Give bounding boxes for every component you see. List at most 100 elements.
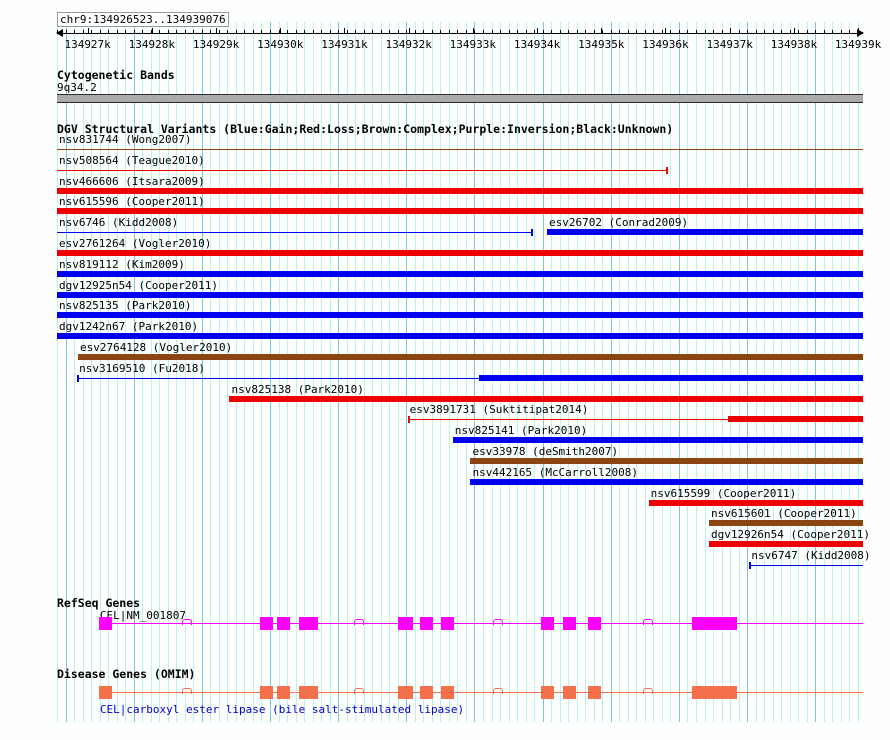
gene-exon	[419, 617, 433, 630]
dgv-variant-bar	[57, 208, 863, 215]
dgv-variant-bar	[57, 187, 863, 194]
dgv-variant-label: dgv1242n67 (Park2010)	[59, 320, 199, 334]
dgv-variant-thin-line	[57, 232, 531, 234]
gene-intron-line	[432, 623, 441, 624]
ruler-tick	[381, 30, 382, 34]
dgv-variant-bar	[479, 374, 863, 381]
gene-intron-line	[317, 623, 398, 624]
gene-exon	[259, 617, 273, 630]
ruler-tick	[526, 30, 527, 34]
ruler-tick	[696, 30, 697, 34]
ruler-major-tick	[537, 28, 539, 34]
gene-exon	[298, 617, 318, 630]
dgv-variant-label: nsv466606 (Itsara2009)	[59, 174, 205, 188]
gene-intron-line	[412, 692, 420, 693]
gene-intron-line	[575, 692, 588, 693]
ruler-tick	[108, 30, 109, 34]
gene-name-label: CEL|NM_001807	[99, 609, 186, 622]
ruler-tick	[185, 30, 186, 34]
dgv-variant-bar	[709, 541, 863, 548]
grid-line	[849, 22, 850, 722]
ruler-major-tick	[408, 28, 410, 34]
grid-line	[679, 22, 680, 722]
dgv-variant-label: nsv819112 (Kim2009)	[59, 257, 185, 271]
ruler-tick	[253, 30, 254, 34]
gene-intron-line	[272, 692, 277, 693]
ruler-tick	[261, 30, 262, 34]
ruler-tick-label: 134932k	[385, 38, 432, 51]
ruler-tick	[210, 30, 211, 34]
gene-exon	[692, 617, 738, 630]
dgv-variant-label: esv26702 (Conrad2009)	[549, 216, 689, 230]
ruler-tick	[815, 30, 816, 34]
ruler-tick	[517, 30, 518, 34]
gene-exon	[440, 617, 454, 630]
gene-strand-chevron-icon	[353, 619, 364, 625]
dgv-variant-bar	[728, 416, 863, 423]
locus-box: chr9:134926523..134939076	[57, 12, 229, 27]
grid-line	[764, 22, 765, 722]
gene-intron-line	[553, 692, 563, 693]
gene-intron-line	[289, 692, 299, 693]
ruler-tick	[74, 30, 75, 34]
dgv-variant-label: esv33978 (deSmith2007)	[472, 445, 619, 458]
gene-intron-line	[737, 692, 863, 693]
ruler-tick	[807, 30, 808, 34]
ruler-tick	[790, 30, 791, 34]
ruler-tick-label: 134933k	[449, 38, 497, 51]
gene-intron-line	[317, 692, 398, 693]
ruler-tick	[568, 30, 569, 34]
dgv-variant-thin-line	[57, 169, 667, 171]
ruler-tick	[781, 30, 782, 34]
ruler-tick	[432, 30, 433, 34]
dgv-variant-thin-line	[77, 377, 480, 379]
dgv-variant-label: esv2761264 (Vogler2010)	[59, 237, 212, 250]
ruler-tick	[670, 30, 671, 34]
dgv-variant-label: dgv12925n54 (Cooper2011)	[59, 278, 218, 292]
ruler-tick	[236, 30, 237, 34]
gene-exon	[563, 686, 576, 699]
dgv-variant-bar	[77, 354, 863, 360]
ruler-tick	[83, 30, 84, 34]
dgv-variant-bar	[470, 458, 863, 464]
dgv-variant-label: nsv615596 (Cooper2011)	[59, 195, 205, 209]
ruler-tick	[662, 30, 663, 34]
ruler-tick	[66, 30, 67, 34]
gene-intron-line	[600, 623, 693, 624]
gene-intron-line	[453, 692, 541, 693]
ruler-major-tick	[601, 28, 603, 34]
dgv-variant-end-cap	[407, 416, 410, 424]
dgv-variant-label: nsv825135 (Park2010)	[59, 299, 192, 313]
dgv-variant-label: esv2764128 (Vogler2010)	[79, 341, 233, 354]
dgv-variant-label: nsv831744 (Wong2007)	[59, 133, 192, 146]
dgv-variant-bar	[452, 437, 863, 444]
gene-exon	[276, 617, 290, 630]
cytoband-label: 9q34.2	[57, 81, 97, 94]
ruler-major-tick	[858, 28, 860, 34]
cytoband-section-title: Cytogenetic Bands	[57, 68, 175, 82]
ruler-tick	[406, 30, 407, 34]
ruler-right-arrow-icon	[857, 29, 864, 37]
dgv-variant-bar	[229, 395, 863, 402]
dgv-variant-bar	[57, 312, 863, 319]
ruler-tick	[227, 30, 228, 34]
ruler-tick	[645, 30, 646, 34]
grid-line	[807, 22, 808, 722]
ruler-tick	[594, 30, 595, 34]
ruler-tick-label: 134928k	[128, 38, 176, 51]
ruler-tick	[125, 30, 126, 34]
ruler-tick	[577, 30, 578, 34]
refseq-section-title: RefSeq Genes	[57, 596, 141, 610]
ruler-major-tick	[216, 28, 218, 34]
gene-intron-line	[737, 623, 863, 624]
dgv-variant-label: nsv3169510 (Fu2018)	[79, 361, 205, 375]
grid-line	[747, 22, 748, 722]
gene-name-label: CEL|carboxyl ester lipase (bile salt-sti…	[99, 703, 465, 716]
ruler-tick	[321, 30, 322, 34]
dgv-variant-label: nsv508564 (Teague2010)	[59, 153, 205, 167]
ruler-tick	[100, 30, 101, 34]
grid-line	[781, 22, 782, 722]
ruler-tick	[849, 30, 850, 34]
ruler-tick	[636, 30, 637, 34]
dgv-variant-bar	[57, 250, 863, 256]
